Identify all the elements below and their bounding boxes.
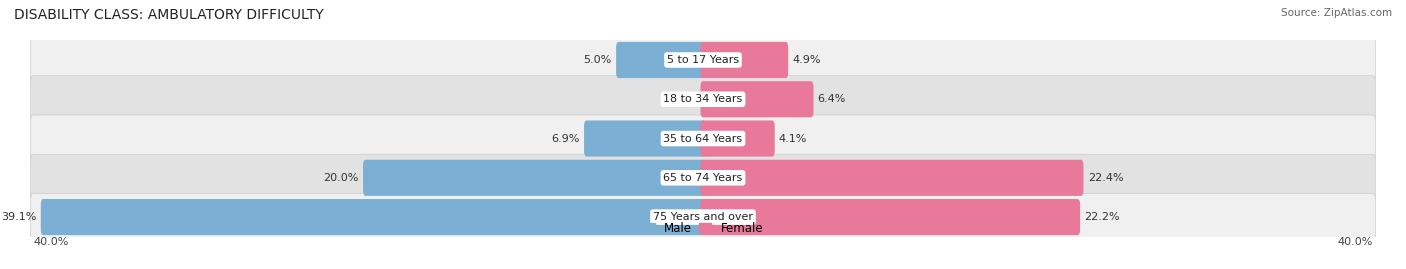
Text: 18 to 34 Years: 18 to 34 Years (664, 94, 742, 104)
Text: 4.1%: 4.1% (779, 133, 807, 144)
Text: 5.0%: 5.0% (583, 55, 612, 65)
FancyBboxPatch shape (700, 121, 775, 157)
Text: 39.1%: 39.1% (1, 212, 37, 222)
FancyBboxPatch shape (31, 154, 1375, 201)
Text: 65 to 74 Years: 65 to 74 Years (664, 173, 742, 183)
Text: DISABILITY CLASS: AMBULATORY DIFFICULTY: DISABILITY CLASS: AMBULATORY DIFFICULTY (14, 8, 323, 22)
Text: Source: ZipAtlas.com: Source: ZipAtlas.com (1281, 8, 1392, 18)
FancyBboxPatch shape (41, 199, 706, 235)
Text: 22.2%: 22.2% (1084, 212, 1121, 222)
Text: 6.9%: 6.9% (551, 133, 579, 144)
FancyBboxPatch shape (700, 160, 1084, 196)
FancyBboxPatch shape (616, 42, 706, 78)
Legend: Male, Female: Male, Female (643, 222, 763, 235)
Text: 6.4%: 6.4% (818, 94, 846, 104)
Text: 75 Years and over: 75 Years and over (652, 212, 754, 222)
Text: 40.0%: 40.0% (1337, 237, 1372, 247)
FancyBboxPatch shape (583, 121, 706, 157)
FancyBboxPatch shape (700, 199, 1080, 235)
FancyBboxPatch shape (700, 81, 814, 117)
FancyBboxPatch shape (31, 193, 1375, 241)
Text: 4.9%: 4.9% (793, 55, 821, 65)
Text: 35 to 64 Years: 35 to 64 Years (664, 133, 742, 144)
FancyBboxPatch shape (700, 42, 789, 78)
FancyBboxPatch shape (31, 36, 1375, 84)
Text: 5 to 17 Years: 5 to 17 Years (666, 55, 740, 65)
Text: 20.0%: 20.0% (323, 173, 359, 183)
Text: 40.0%: 40.0% (34, 237, 69, 247)
Text: 22.4%: 22.4% (1088, 173, 1123, 183)
FancyBboxPatch shape (31, 76, 1375, 123)
Text: 0.0%: 0.0% (668, 94, 696, 104)
FancyBboxPatch shape (31, 115, 1375, 162)
FancyBboxPatch shape (363, 160, 706, 196)
